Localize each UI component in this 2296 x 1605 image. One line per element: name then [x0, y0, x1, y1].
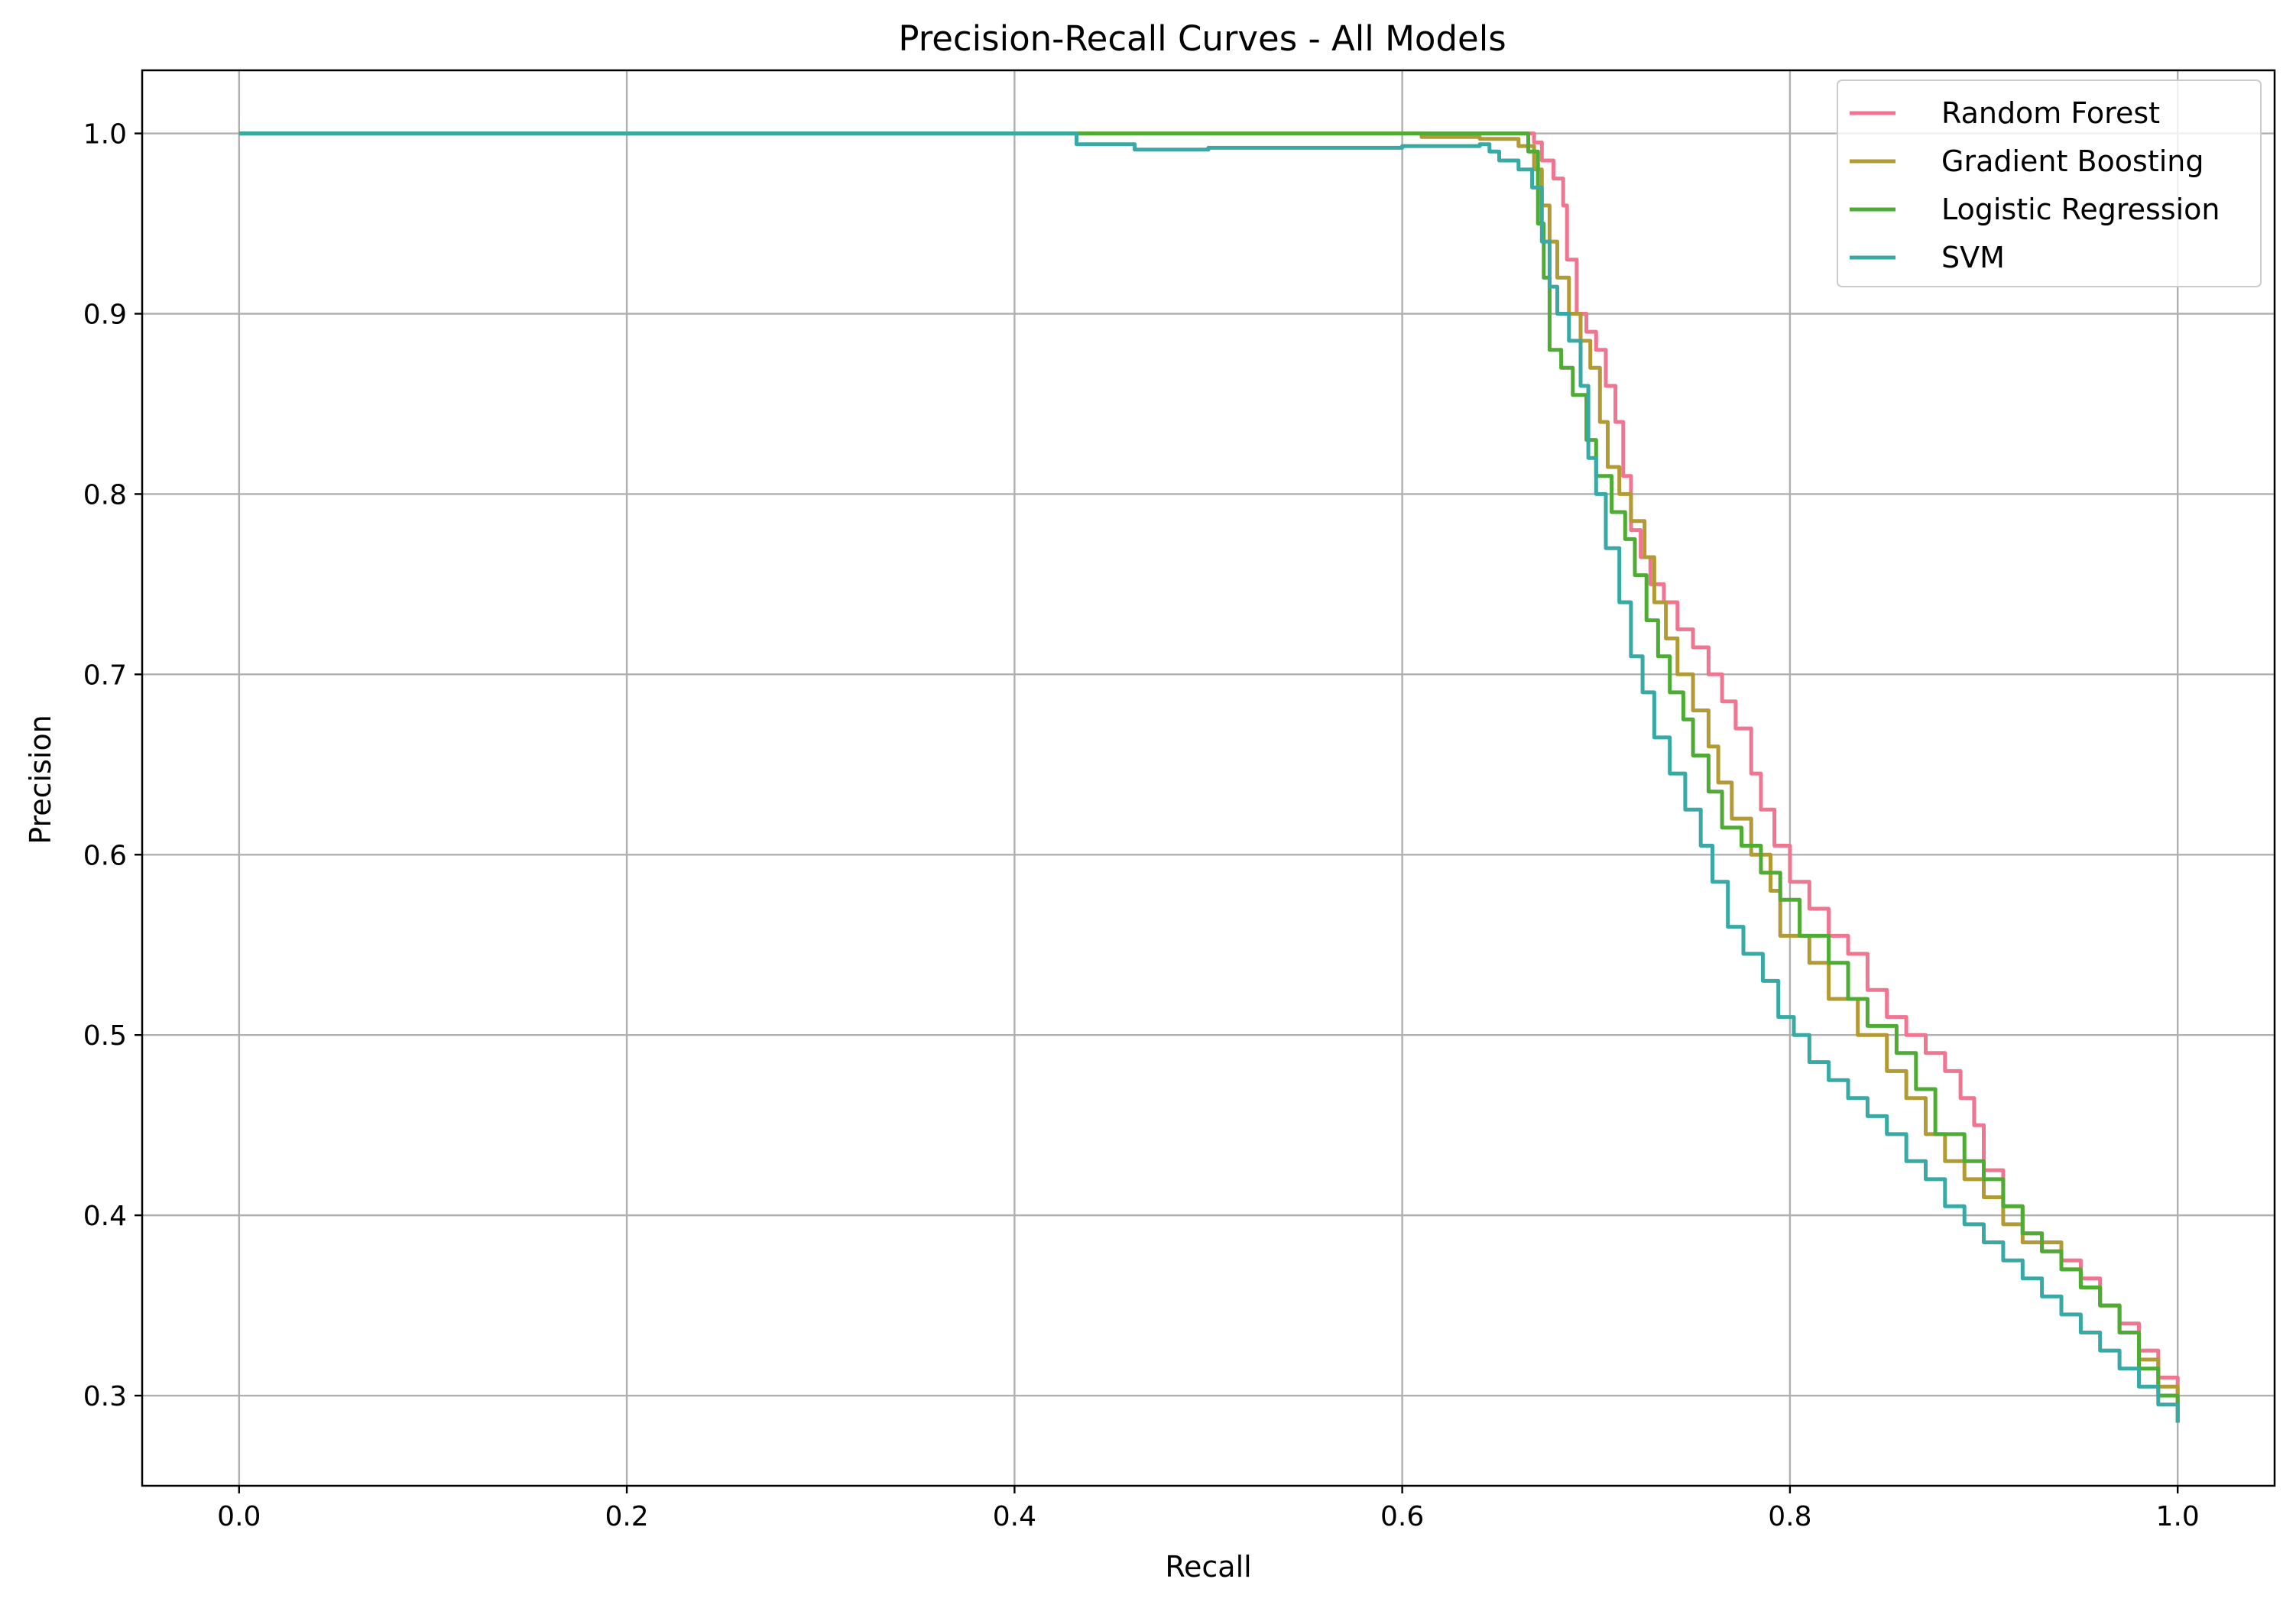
- axis-ticks: 0.0 0.2 0.4 0.6 0.8 1.0 0.3 0.4 0.5 0.6 0.7 0.8 0.9 1…: [83, 119, 2200, 1532]
- x-tick-label: 0.0: [217, 1501, 261, 1532]
- y-tick-label: 1.0: [83, 119, 127, 151]
- y-tick-label: 0.9: [83, 299, 127, 330]
- y-tick-label: 0.5: [83, 1020, 127, 1052]
- legend-label-3: SVM: [1941, 241, 2005, 274]
- x-tick-label: 0.6: [1380, 1501, 1424, 1532]
- legend-box: [1837, 79, 2262, 287]
- y-tick-label: 0.7: [83, 660, 127, 691]
- chart-title: Precision-Recall Curves - All Models: [898, 18, 1506, 59]
- series-line-1: [238, 131, 2180, 1423]
- series-line-3: [238, 131, 2180, 1423]
- legend-label-1: Gradient Boosting: [1941, 144, 2204, 178]
- y-tick-label: 0.8: [83, 479, 127, 511]
- y-tick-label: 0.4: [83, 1201, 127, 1232]
- x-axis-label: Recall: [1165, 1550, 1251, 1584]
- x-tick-label: 0.2: [605, 1501, 648, 1532]
- x-tick-label: 0.4: [993, 1501, 1036, 1532]
- series-lines: [238, 131, 2180, 1423]
- x-tick-label: 1.0: [2156, 1501, 2200, 1532]
- legend: Random Forest Gradient Boosting Logistic R…: [1837, 79, 2262, 287]
- legend-label-2: Logistic Regression: [1941, 193, 2220, 226]
- legend-label-0: Random Forest: [1941, 96, 2160, 130]
- x-tick-label: 0.8: [1768, 1501, 1811, 1532]
- y-tick-label: 0.3: [83, 1381, 127, 1412]
- y-axis-label: Precision: [24, 715, 57, 845]
- series-line-2: [238, 131, 2180, 1423]
- plot-frame: [141, 69, 2276, 1487]
- y-tick-label: 0.6: [83, 840, 127, 871]
